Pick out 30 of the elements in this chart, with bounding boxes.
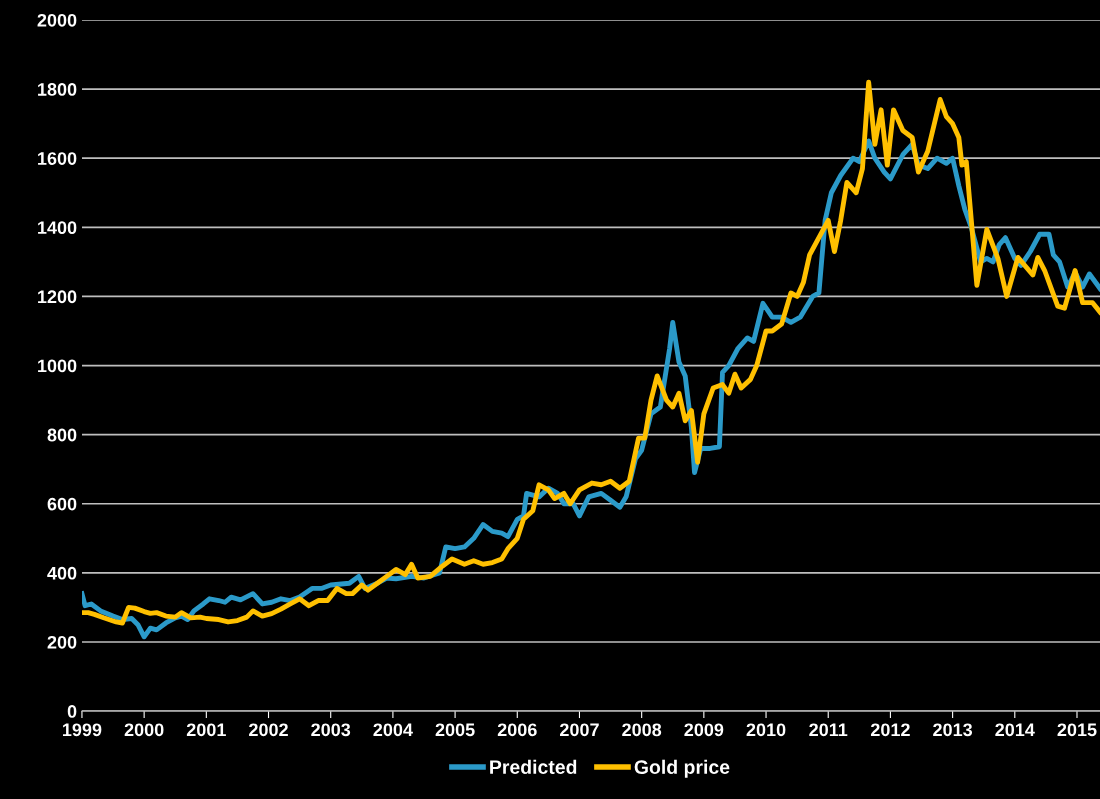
x-tick-label: 2004 xyxy=(373,723,413,737)
x-tick-label: 2007 xyxy=(560,723,599,737)
y-tick-label: 1000 xyxy=(38,359,77,373)
x-tick-label: 2002 xyxy=(249,723,288,737)
y-tick-label: 0 xyxy=(67,705,77,718)
y-tick-label: 1600 xyxy=(38,152,77,165)
x-tick-label: 2001 xyxy=(186,723,226,737)
y-tick-label: 1800 xyxy=(38,83,77,96)
x-tick-label: 2015 xyxy=(1057,723,1097,737)
x-tick-label: 2011 xyxy=(809,723,848,737)
x-tick-label: 2010 xyxy=(746,723,786,737)
x-tick-label: 2005 xyxy=(435,723,475,737)
legend-label: Predicted xyxy=(490,759,577,774)
x-tick-label: 2012 xyxy=(870,723,910,737)
y-tick-label: 800 xyxy=(47,428,77,442)
x-tick-label: 2006 xyxy=(497,723,537,737)
x-tick-label: 1999 xyxy=(63,723,102,737)
y-tick-label: 400 xyxy=(47,566,77,580)
x-tick-label: 2008 xyxy=(622,723,662,737)
x-tick-label: 2014 xyxy=(995,723,1035,737)
x-tick-label: 2000 xyxy=(124,723,164,737)
legend-label: Gold price xyxy=(634,759,730,778)
y-tick-label: 600 xyxy=(47,497,77,511)
x-tick-label: 2009 xyxy=(684,723,724,737)
x-tick-label: 2003 xyxy=(311,723,351,737)
y-tick-label: 1400 xyxy=(38,221,77,235)
y-tick-label: 200 xyxy=(47,635,77,649)
y-tick-label: 1200 xyxy=(38,290,77,304)
y-tick-label: 2000 xyxy=(37,13,77,27)
x-tick-label: 2013 xyxy=(933,723,973,737)
